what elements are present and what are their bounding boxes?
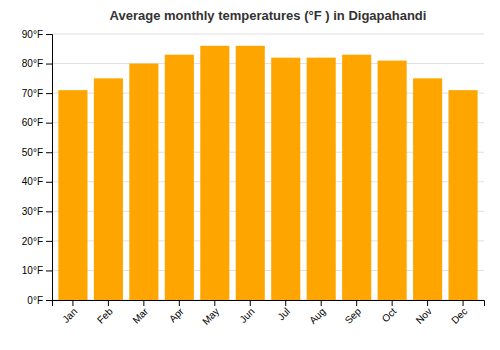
grid-line [52, 63, 484, 64]
x-tick-label: Nov [414, 306, 434, 326]
x-tick-label: Aug [307, 306, 327, 326]
y-axis: 0°F 10°F 20°F 30°F 40°F 50°F 60°F 70°F 80°F 90°F [22, 29, 53, 306]
x-tick-label: Jun [237, 306, 256, 325]
x-tick-mark [179, 300, 180, 306]
y-tick-label: 60°F [22, 117, 43, 128]
x-tick: Aug [307, 300, 327, 326]
y-tick-mark [46, 64, 52, 65]
x-tick-mark [250, 300, 251, 306]
y-tick: 60°F [22, 117, 52, 128]
x-tick: May [200, 300, 221, 327]
bar [165, 55, 194, 300]
bar [236, 46, 265, 300]
y-tick-label: 20°F [22, 236, 43, 247]
bar [58, 90, 87, 300]
bar [449, 90, 478, 300]
bar [129, 64, 158, 300]
x-tick-label: Dec [449, 306, 469, 326]
y-tick: 30°F [22, 206, 52, 217]
y-tick-label: 10°F [22, 265, 43, 276]
y-tick: 0°F [27, 295, 52, 306]
x-tick-label: Apr [167, 305, 186, 324]
y-tick: 50°F [22, 147, 52, 158]
chart-container: Jan Feb Mar Apr May Jun Jul Aug Sep Oct Nov Dec 0°F 1… [0, 0, 500, 350]
x-tick: Feb [95, 300, 115, 326]
y-tick-mark [46, 152, 52, 153]
y-tick-label: 80°F [22, 58, 43, 69]
y-tick: 90°F [22, 29, 52, 40]
x-tick-label: Jan [60, 306, 79, 325]
x-tick-mark [392, 300, 393, 306]
y-tick-mark [46, 211, 52, 212]
y-tick-mark [46, 93, 52, 94]
x-tick: Jul [275, 300, 292, 322]
bar [413, 78, 442, 300]
chart-svg: Jan Feb Mar Apr May Jun Jul Aug Sep Oct Nov Dec 0°F 1… [0, 0, 500, 350]
y-tick-mark [46, 300, 52, 301]
chart-title: Average monthly temperatures (°F ) in Di… [110, 8, 427, 23]
x-axis: Jan Feb Mar Apr May Jun Jul Aug Sep Oct Nov Dec [53, 300, 485, 327]
bar [200, 46, 229, 300]
x-tick: Nov [414, 300, 434, 326]
y-tick-label: 30°F [22, 206, 43, 217]
bars [58, 46, 477, 300]
x-tick-label: May [200, 306, 221, 327]
y-tick-label: 50°F [22, 147, 43, 158]
x-tick: Sep [343, 300, 364, 326]
y-tick: 80°F [22, 58, 52, 69]
bar [94, 78, 123, 300]
bar [271, 58, 300, 300]
y-tick: 20°F [22, 236, 52, 247]
x-tick: Oct [380, 300, 399, 324]
grid-line [52, 34, 484, 35]
x-tick-mark [285, 300, 286, 306]
y-tick: 70°F [22, 88, 52, 99]
x-tick-mark [463, 300, 464, 306]
x-tick-label: Feb [95, 305, 115, 325]
bar [378, 61, 407, 300]
x-tick-label: Mar [130, 305, 150, 325]
grid [52, 34, 484, 300]
x-tick-mark [427, 300, 428, 306]
x-tick-mark [143, 300, 144, 306]
y-tick-label: 0°F [27, 295, 43, 306]
x-tick: Jun [237, 300, 256, 325]
y-tick-label: 70°F [22, 88, 43, 99]
y-tick-mark [46, 182, 52, 183]
x-tick-mark [356, 300, 357, 306]
y-tick-mark [46, 241, 52, 242]
y-tick: 10°F [22, 265, 52, 276]
x-tick: Dec [449, 300, 469, 326]
y-tick-mark [46, 123, 52, 124]
x-tick-mark [72, 300, 73, 306]
x-tick-mark [321, 300, 322, 306]
y-tick: 40°F [22, 176, 52, 187]
x-tick: Apr [167, 300, 186, 324]
bar [307, 58, 336, 300]
x-tick-label: Sep [343, 305, 364, 326]
x-tick-label: Jul [275, 306, 292, 323]
x-tick-mark [214, 300, 215, 306]
x-tick-label: Oct [380, 306, 399, 325]
x-tick: Jan [60, 300, 79, 325]
axis-line [46, 35, 53, 301]
y-tick-label: 90°F [22, 29, 43, 40]
x-tick: Mar [130, 300, 150, 326]
y-tick-mark [46, 270, 52, 271]
y-tick-mark [46, 34, 52, 35]
bar [342, 55, 371, 300]
x-tick-mark [108, 300, 109, 306]
y-tick-label: 40°F [22, 176, 43, 187]
axis-line [53, 301, 485, 307]
